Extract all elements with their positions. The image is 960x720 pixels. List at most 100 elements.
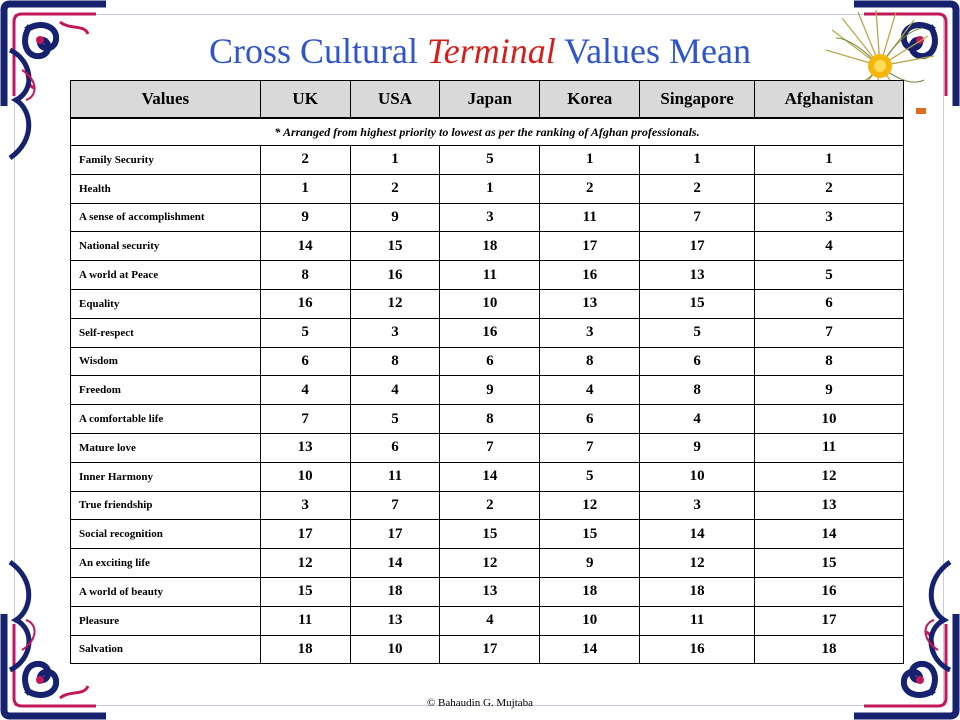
rank-cell: 6 [349,432,441,463]
rank-cell: 10 [539,605,641,636]
rank-cell: 5 [259,317,351,348]
rank-cell: 14 [259,231,351,262]
rank-cell: 5 [439,145,541,175]
rank-cell: 5 [539,461,641,492]
rank-cell: 15 [439,519,541,550]
table-row: A comfortable life 7 5 8 6 4 10 [70,404,904,434]
value-name-cell: Wisdom [70,346,261,377]
table-body: Family Security 2 1 5 1 1 1 Health 1 2 1 2 2 2 A sense… [70,145,904,665]
rank-cell: 1 [754,145,904,175]
rank-cell: 9 [349,202,441,233]
rank-cell: 3 [639,490,756,521]
rank-cell: 17 [259,519,351,550]
rank-cell: 12 [259,548,351,578]
rank-cell: 16 [754,576,904,607]
table-row: A world of beauty 15 18 13 18 18 16 [70,576,904,607]
rank-cell: 2 [639,173,756,204]
table-row: True friendship 3 7 2 12 3 13 [70,490,904,521]
rank-cell: 17 [349,519,441,550]
rank-cell: 11 [439,260,541,290]
rank-cell: 18 [349,576,441,607]
corner-ornament-icon [0,0,106,106]
rank-cell: 15 [754,548,904,578]
table-row: National security 14 15 18 17 17 4 [70,231,904,262]
table-row: A sense of accomplishment 9 9 3 11 7 3 [70,202,904,233]
column-header-values: Values [70,80,261,119]
rank-cell: 14 [539,634,641,665]
rank-cell: 8 [539,346,641,377]
side-ornament-icon [8,47,36,161]
rank-cell: 18 [259,634,351,665]
title-suffix: Values Mean [555,31,752,71]
rank-cell: 7 [539,432,641,463]
table-row: Freedom 4 4 9 4 8 9 [70,375,904,406]
page-title: Cross Cultural Terminal Values Mean [0,30,960,72]
value-name-cell: Health [70,173,261,204]
rank-cell: 7 [639,202,756,233]
rank-cell: 3 [259,490,351,521]
rank-cell: 2 [539,173,641,204]
table-row: Wisdom 6 8 6 8 6 8 [70,346,904,377]
rank-cell: 15 [349,231,441,262]
rank-cell: 7 [349,490,441,521]
rank-cell: 12 [539,490,641,521]
rank-cell: 16 [259,288,351,319]
column-header-korea: Korea [539,80,641,119]
rank-cell: 11 [349,461,441,492]
value-name-cell: Family Security [70,145,261,175]
rank-cell: 1 [349,145,441,175]
rank-cell: 14 [639,519,756,550]
table-row: An exciting life 12 14 12 9 12 15 [70,548,904,578]
value-name-cell: Pleasure [70,605,261,636]
table-row: Pleasure 11 13 4 10 11 17 [70,605,904,636]
rank-cell: 9 [539,548,641,578]
rank-cell: 16 [349,260,441,290]
corner-ornament-icon [0,614,106,720]
table-row: Equality 16 12 10 13 15 6 [70,288,904,319]
value-name-cell: A world at Peace [70,260,261,290]
title-prefix: Cross Cultural [208,31,427,71]
rank-cell: 3 [754,202,904,233]
column-header-singapore: Singapore [639,80,756,119]
rank-cell: 4 [539,375,641,406]
table-row: Health 1 2 1 2 2 2 [70,173,904,204]
column-header-uk: UK [259,80,351,119]
rank-cell: 9 [259,202,351,233]
rank-cell: 6 [439,346,541,377]
value-name-cell: A comfortable life [70,404,261,434]
rank-cell: 12 [639,548,756,578]
rank-cell: 3 [349,317,441,348]
rank-cell: 13 [259,432,351,463]
rank-cell: 11 [259,605,351,636]
table-note-row: * Arranged from highest priority to lowe… [70,117,904,146]
rank-cell: 4 [639,404,756,434]
values-table: Values UK USA Japan Korea Singapore Afgh… [70,80,904,665]
slide-frame [14,14,944,706]
rank-cell: 3 [539,317,641,348]
rank-cell: 11 [639,605,756,636]
rank-cell: 2 [259,145,351,175]
table-row: Self-respect 5 3 16 3 5 7 [70,317,904,348]
copyright-footer: © Bahaudin G. Mujtaba [426,697,534,709]
rank-cell: 15 [539,519,641,550]
rank-cell: 13 [349,605,441,636]
rank-cell: 6 [259,346,351,377]
corner-ornament-icon [854,0,960,106]
table-header-row: Values UK USA Japan Korea Singapore Afgh… [70,80,904,119]
rank-cell: 12 [349,288,441,319]
value-name-cell: Social recognition [70,519,261,550]
rank-cell: 13 [439,576,541,607]
rank-cell: 12 [439,548,541,578]
table-row: Mature love 13 6 7 7 9 11 [70,432,904,463]
rank-cell: 1 [639,145,756,175]
rank-cell: 6 [539,404,641,434]
corner-ornament-icon [854,614,960,720]
rank-cell: 17 [639,231,756,262]
value-name-cell: Self-respect [70,317,261,348]
rank-cell: 11 [754,432,904,463]
rank-cell: 9 [439,375,541,406]
rank-cell: 9 [754,375,904,406]
value-name-cell: True friendship [70,490,261,521]
rank-cell: 12 [754,461,904,492]
rank-cell: 6 [754,288,904,319]
